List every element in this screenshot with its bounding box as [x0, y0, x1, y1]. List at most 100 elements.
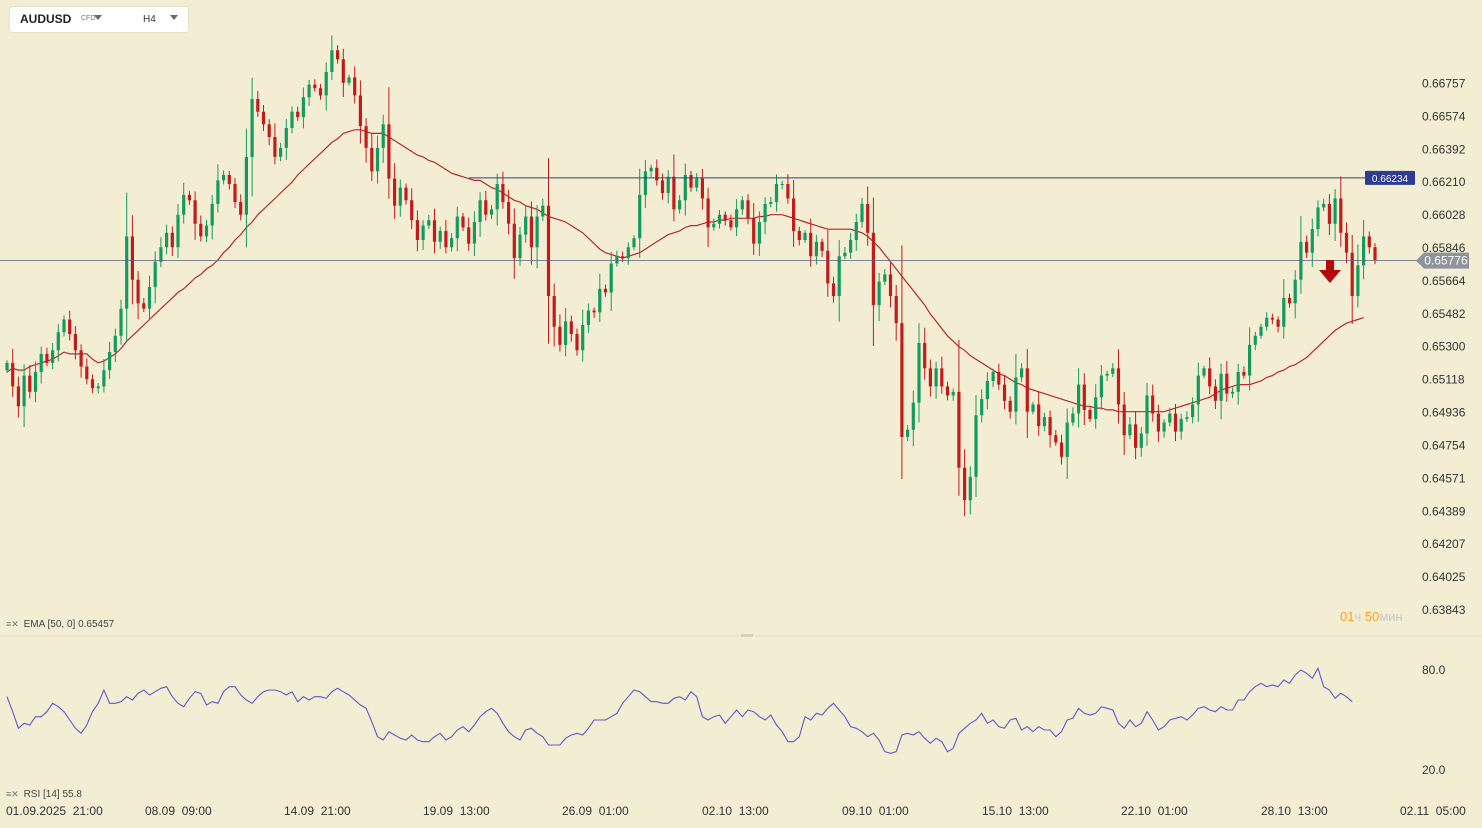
candle-body[interactable] — [1077, 384, 1081, 414]
rsi-pane[interactable]: 80.0 20.0 — [6, 663, 1446, 777]
candle-body[interactable] — [797, 230, 801, 241]
candle-body[interactable] — [153, 261, 157, 288]
candle-body[interactable] — [581, 324, 585, 351]
candle-body[interactable] — [472, 221, 476, 244]
candle-body[interactable] — [432, 220, 437, 242]
candle-body[interactable] — [997, 371, 1001, 385]
candle-body[interactable] — [660, 180, 665, 194]
candle-body[interactable] — [740, 200, 744, 210]
candle-body[interactable] — [592, 310, 596, 313]
candle-body[interactable] — [1116, 368, 1121, 405]
candle-body[interactable] — [837, 256, 841, 297]
candle-body[interactable] — [1339, 198, 1343, 233]
candle-body[interactable] — [1042, 417, 1046, 427]
candle-body[interactable] — [1265, 317, 1269, 327]
candle-body[interactable] — [963, 467, 967, 501]
price-axis[interactable]: 0.66757 0.66574 0.66392 0.66210 0.66028 0.658… — [0, 76, 1482, 637]
candle-body[interactable] — [415, 220, 419, 241]
candle-body[interactable] — [353, 77, 357, 96]
time-axis[interactable]: 01.09.2025 21:00 08.09 09:00 14.09 21:00 19… — [6, 804, 1466, 818]
candle-body[interactable] — [1173, 413, 1178, 432]
candle-body[interactable] — [512, 223, 516, 259]
timeframe-dropdown-icon[interactable] — [170, 15, 178, 20]
candle-body[interactable] — [752, 218, 756, 244]
candle-body[interactable] — [518, 234, 522, 259]
candle-body[interactable] — [1145, 395, 1149, 434]
candle-body[interactable] — [1054, 435, 1058, 443]
candle-body[interactable] — [894, 296, 898, 324]
candle-body[interactable] — [507, 202, 511, 224]
candle-body[interactable] — [877, 281, 881, 306]
candle-body[interactable] — [809, 232, 813, 257]
candle-body[interactable] — [1219, 373, 1223, 401]
candle-body[interactable] — [1191, 404, 1195, 418]
candle-body[interactable] — [438, 230, 442, 242]
candle-body[interactable] — [643, 171, 647, 195]
candle-body[interactable] — [1151, 395, 1155, 414]
candle-body[interactable] — [28, 375, 32, 392]
candle-body[interactable] — [638, 194, 642, 239]
candle-body[interactable] — [484, 200, 488, 215]
candle-body[interactable] — [621, 256, 625, 259]
candle-body[interactable] — [1333, 198, 1337, 224]
candle-body[interactable] — [763, 203, 767, 222]
candle-body[interactable] — [1094, 397, 1098, 419]
candle-body[interactable] — [1134, 424, 1138, 448]
candle-body[interactable] — [1248, 344, 1252, 376]
candle-body[interactable] — [723, 214, 727, 221]
timeframe-selector[interactable]: H4 — [143, 14, 156, 25]
candle-body[interactable] — [695, 178, 699, 188]
candle-body[interactable] — [1082, 384, 1086, 410]
candle-body[interactable] — [575, 334, 579, 351]
candle-body[interactable] — [347, 77, 351, 83]
candle-body[interactable] — [33, 371, 38, 392]
candle-body[interactable] — [1373, 247, 1377, 260]
candle-body[interactable] — [256, 99, 260, 112]
candle-body[interactable] — [569, 321, 573, 334]
candle-body[interactable] — [831, 283, 836, 297]
candle-body[interactable] — [849, 240, 853, 253]
candle-body[interactable] — [51, 350, 55, 363]
candle-body[interactable] — [558, 326, 562, 345]
candle-body[interactable] — [501, 184, 505, 203]
ema-indicator-label[interactable]: ≡✕ EMA [50, 0] 0.65457 — [6, 619, 114, 630]
candle-body[interactable] — [1356, 265, 1360, 297]
candle-body[interactable] — [774, 184, 779, 203]
candle-body[interactable] — [1236, 371, 1240, 392]
candle-body[interactable] — [843, 252, 847, 257]
price-lines-layer[interactable]: 0.66234 0.65776 — [0, 170, 1469, 269]
candle-body[interactable] — [119, 308, 123, 336]
candle-body[interactable] — [672, 176, 676, 210]
candle-body[interactable] — [324, 71, 328, 96]
candle-body[interactable] — [866, 203, 870, 233]
symbol-selector[interactable]: AUDUSD CFD H4 — [10, 7, 188, 32]
candle-body[interactable] — [968, 476, 972, 501]
candle-body[interactable] — [535, 216, 539, 248]
candle-body[interactable] — [216, 180, 220, 204]
candle-body[interactable] — [712, 223, 716, 228]
candle-body[interactable] — [940, 368, 944, 387]
candle-body[interactable] — [313, 84, 317, 89]
candle-body[interactable] — [1168, 413, 1172, 423]
candle-body[interactable] — [552, 296, 556, 327]
candle-body[interactable] — [68, 319, 72, 334]
candle-body[interactable] — [398, 187, 402, 206]
current-price-tag[interactable] — [1416, 252, 1469, 269]
candle-body[interactable] — [911, 402, 915, 430]
candle-body[interactable] — [615, 256, 619, 264]
candle-body[interactable] — [945, 386, 950, 396]
candle-body[interactable] — [307, 84, 311, 98]
candle-body[interactable] — [421, 225, 425, 241]
candle-body[interactable] — [102, 370, 106, 387]
candle-body[interactable] — [1059, 442, 1064, 457]
candle-body[interactable] — [455, 216, 459, 239]
candle-body[interactable] — [204, 225, 209, 237]
candle-body[interactable] — [1242, 371, 1246, 376]
candle-body[interactable] — [860, 203, 864, 222]
candle-body[interactable] — [318, 88, 323, 96]
candle-body[interactable] — [336, 50, 340, 60]
rsi-line[interactable] — [6, 666, 1353, 754]
candle-body[interactable] — [284, 127, 288, 148]
candle-body[interactable] — [199, 223, 203, 237]
